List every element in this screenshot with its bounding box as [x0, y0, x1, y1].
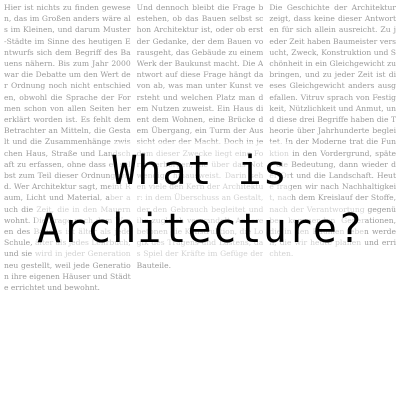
title-block: What is Architecture? [0, 142, 400, 258]
title-line-2: Architecture? [34, 200, 366, 258]
title-line-1: What is [110, 142, 290, 200]
